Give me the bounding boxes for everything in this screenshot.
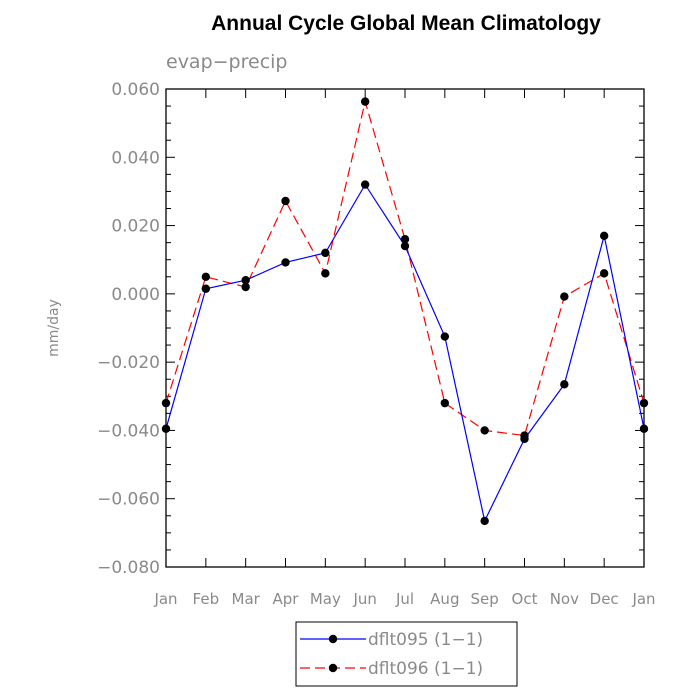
x-tick-label: Jan (631, 590, 655, 608)
x-tick-label: Nov (550, 590, 579, 608)
data-point (440, 332, 450, 341)
data-point (360, 97, 370, 106)
data-point (241, 282, 250, 292)
x-tick-label: Dec (590, 590, 619, 608)
y-tick-label: 0.020 (111, 217, 160, 237)
y-tick-label: 0.060 (111, 80, 160, 100)
x-tick-label: Jul (395, 590, 414, 608)
data-point (599, 269, 609, 278)
chart-subtitle: evap−precip (166, 51, 288, 73)
y-tick-label: 0.000 (111, 285, 160, 305)
x-tick-label: Aug (430, 590, 459, 608)
x-tick-label: Jan (153, 590, 177, 608)
data-point (321, 269, 330, 278)
data-point (281, 196, 290, 206)
y-tick-label: −0.020 (97, 353, 160, 373)
data-point (560, 380, 569, 389)
data-point (440, 398, 450, 408)
chart-title: Annual Cycle Global Mean Climatology (211, 12, 601, 35)
x-tick-label: Jun (352, 590, 376, 608)
data-point (480, 516, 489, 526)
legend-box (295, 621, 518, 687)
data-point (400, 235, 410, 244)
x-tick-label: Sep (471, 590, 499, 608)
x-tick-label: May (310, 590, 341, 608)
y-tick-label: −0.040 (97, 421, 160, 441)
y-tick-label: −0.080 (97, 558, 160, 578)
x-tick-label: Apr (273, 590, 300, 608)
data-point (480, 426, 489, 435)
legend-label: dflt095 (1−1) (368, 630, 483, 650)
y-axis-label: mm/day (46, 299, 62, 357)
plot-area: 0.060 0.040 0.020 0.000 −0.020 −0.040 −0.060 −0… (97, 80, 655, 608)
data-point (201, 284, 211, 293)
data-point (639, 424, 649, 433)
data-point (560, 292, 569, 301)
data-point (201, 272, 211, 281)
x-tick-label: Feb (193, 590, 220, 608)
data-point (241, 276, 250, 285)
x-tick-label: Oct (512, 590, 538, 608)
plot-frame (165, 88, 645, 568)
data-point (161, 398, 171, 408)
data-point (520, 431, 529, 440)
data-point (639, 398, 649, 408)
series-line (165, 99, 645, 437)
data-point (400, 241, 410, 251)
y-tick-label: 0.040 (111, 148, 160, 168)
y-tick-label: −0.060 (97, 490, 160, 510)
legend-marker (328, 663, 338, 673)
data-point (161, 424, 171, 433)
x-tick-label: Mar (232, 590, 261, 608)
legend-label: dflt096 (1−1) (368, 659, 483, 679)
data-point (360, 180, 370, 189)
data-point (599, 231, 609, 241)
data-point (321, 248, 330, 258)
data-point (281, 258, 290, 267)
legend-marker (328, 634, 338, 644)
legend: dflt095 (1−1) dflt096 (1−1) (295, 621, 518, 687)
